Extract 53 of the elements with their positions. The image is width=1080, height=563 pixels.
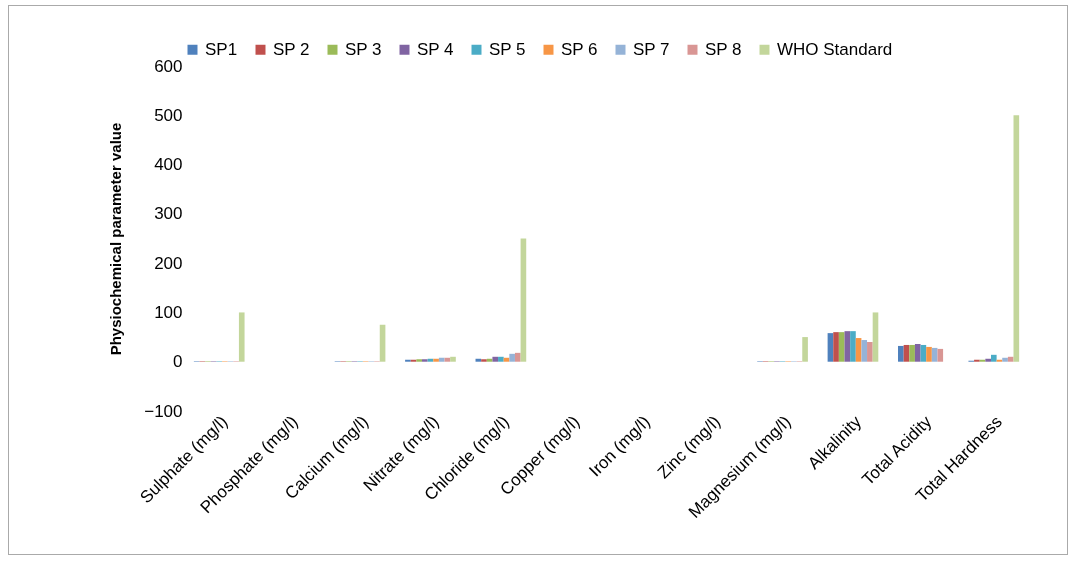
- legend-label: SP 5: [489, 39, 526, 59]
- y-tick-label: 500: [154, 105, 183, 125]
- bar: [872, 312, 879, 362]
- y-axis-title: Physiochemical parameter value: [107, 122, 125, 356]
- bar: [920, 344, 927, 362]
- y-tick-label: 100: [154, 302, 183, 322]
- legend-label: SP 2: [273, 39, 310, 59]
- bar: [931, 347, 938, 362]
- bar: [827, 333, 834, 362]
- y-tick-label: 200: [154, 253, 183, 273]
- bar: [833, 332, 839, 362]
- bar: [1007, 356, 1014, 362]
- y-tick-label: 300: [154, 204, 183, 224]
- legend-label: SP 6: [561, 39, 598, 59]
- bar: [514, 352, 521, 362]
- y-tick-label: 400: [154, 155, 183, 175]
- bar: [444, 357, 451, 362]
- legend-label: SP 8: [705, 39, 742, 59]
- legend-label: SP 3: [345, 39, 382, 59]
- bar: [503, 357, 510, 362]
- bar: [438, 357, 445, 362]
- bar: [416, 359, 423, 362]
- bar: [498, 356, 504, 362]
- bar: [492, 356, 499, 362]
- bar: [985, 358, 991, 362]
- bar: [481, 359, 487, 362]
- bar: [450, 356, 456, 362]
- y-tick-label: 0: [173, 352, 183, 372]
- bar: [903, 344, 910, 362]
- legend-label: SP 4: [417, 39, 454, 59]
- legend-label: SP1: [205, 39, 238, 59]
- bar: [838, 332, 845, 362]
- y-tick-label: 600: [154, 56, 183, 76]
- bar: [867, 342, 873, 362]
- bar: [937, 348, 944, 362]
- bar: [926, 346, 932, 362]
- bar: [238, 312, 245, 362]
- bar: [850, 331, 856, 362]
- bar: [898, 345, 904, 362]
- bar: [509, 353, 515, 362]
- bar: [990, 354, 997, 362]
- legend-label: WHO Standard: [777, 39, 893, 59]
- bar: [802, 337, 808, 362]
- bar: [861, 340, 868, 362]
- bar: [909, 344, 915, 362]
- legend-label: SP 7: [633, 39, 670, 59]
- bar: [1002, 357, 1008, 362]
- bar: [844, 331, 851, 362]
- bar: [422, 359, 428, 362]
- bar: [433, 358, 439, 362]
- bar: [855, 338, 862, 362]
- y-tick-label: −100: [144, 401, 183, 421]
- bar: [914, 343, 921, 362]
